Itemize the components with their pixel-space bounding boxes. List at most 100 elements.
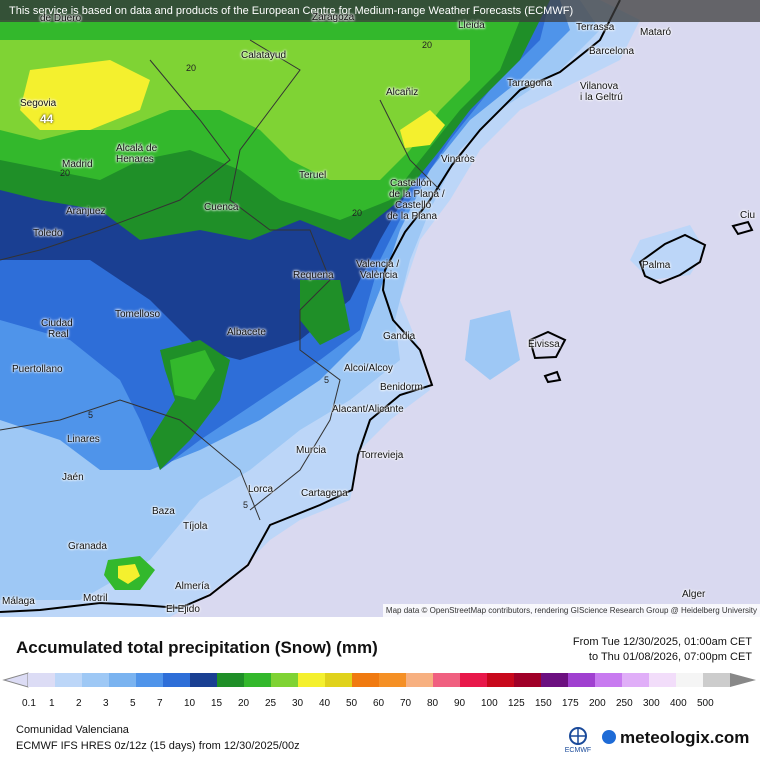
period-from: From Tue 12/30/2025, 01:00am CET <box>572 636 752 648</box>
scale-cell <box>460 673 488 687</box>
map-attribution: Map data © OpenStreetMap contributors, r… <box>382 604 760 617</box>
city-label: El Ejido <box>166 604 200 615</box>
scale-tick-label: 175 <box>562 698 579 709</box>
meteologix-brand[interactable]: meteologix.com <box>602 728 749 748</box>
city-label: Segovia <box>20 98 57 109</box>
ecmwf-logo: ECMWF <box>565 727 591 754</box>
isoline-label: 20 <box>186 63 197 73</box>
scale-tick-label: 15 <box>211 698 223 709</box>
scale-cell <box>514 673 542 687</box>
scale-tick-label: 250 <box>616 698 633 709</box>
city-label: Tomelloso <box>115 309 161 320</box>
city-label: Teruel <box>299 170 327 181</box>
city-label: Madrid <box>62 159 93 170</box>
color-scale <box>2 672 756 688</box>
scale-tick-label: 25 <box>265 698 277 709</box>
ecmwf-notice: This service is based on data and produc… <box>0 0 760 22</box>
city-label: Motril <box>83 593 108 604</box>
isoline-label: 20 <box>422 40 433 50</box>
scale-cell <box>406 673 434 687</box>
legend-title: Accumulated total precipitation (Snow) (… <box>16 638 378 657</box>
city-label: Benidorm <box>380 382 423 393</box>
region-name: Comunidad Valenciana <box>16 724 129 736</box>
scale-cell <box>82 673 110 687</box>
meteologix-logo-icon <box>602 730 616 744</box>
scale-arrow-right <box>730 673 756 687</box>
city-label: Cuenca <box>204 202 239 213</box>
scale-cell <box>595 673 623 687</box>
scale-cell <box>676 673 704 687</box>
scale-tick-label: 200 <box>589 698 606 709</box>
scale-tick-label: 2 <box>76 698 82 709</box>
city-label: Málaga <box>2 596 35 607</box>
scale-cell <box>28 673 56 687</box>
city-label: Baza <box>152 506 175 517</box>
city-label: Valencia / <box>356 259 400 270</box>
scale-cell <box>487 673 515 687</box>
scale-tick-label: 0.1 <box>22 698 36 709</box>
city-label: Eivissa <box>528 339 560 350</box>
city-label: Real <box>48 329 69 340</box>
model-info: ECMWF IFS HRES 0z/12z (15 days) from 12/… <box>16 740 300 752</box>
city-label: Torrevieja <box>360 450 404 461</box>
city-label: Almería <box>175 581 210 592</box>
isoline-label: 5 <box>88 410 94 420</box>
scale-cell <box>379 673 407 687</box>
city-label: Terrassa <box>576 22 615 33</box>
brand-text: meteologix.com <box>620 728 750 747</box>
city-label: València <box>360 270 398 281</box>
scale-tick-label: 1 <box>49 698 55 709</box>
city-label: Zaragoza <box>312 12 355 23</box>
scale-cell <box>433 673 461 687</box>
city-label: Lleida <box>458 20 485 31</box>
scale-cell <box>109 673 137 687</box>
city-label: Gandia <box>383 331 416 342</box>
city-label: Alger <box>682 589 706 600</box>
city-label: Puertollano <box>12 364 63 375</box>
city-label: Ciu <box>740 210 756 221</box>
precipitation-map[interactable]: This service is based on data and produc… <box>0 0 760 617</box>
city-label: Mataró <box>640 27 672 38</box>
city-label: Linares <box>67 434 100 445</box>
city-label: Lorca <box>248 484 274 495</box>
scale-tick-label: 90 <box>454 698 466 709</box>
city-label: i la Geltrú <box>580 92 623 103</box>
scale-cell <box>298 673 326 687</box>
scale-cell <box>541 673 569 687</box>
scale-tick-label: 500 <box>697 698 714 709</box>
scale-cell <box>244 673 272 687</box>
isoline-label: 5 <box>324 375 330 385</box>
ecmwf-logo-text: ECMWF <box>565 747 591 754</box>
scale-cell <box>271 673 299 687</box>
scale-cell <box>163 673 191 687</box>
scale-tick-label: 40 <box>319 698 331 709</box>
city-label: Requena <box>293 270 334 281</box>
city-label: Aranjuez <box>66 206 106 217</box>
city-label: Vilanova <box>580 81 619 92</box>
city-label: Alcañiz <box>386 87 419 98</box>
city-label: Barcelona <box>589 46 635 57</box>
city-label: Toledo <box>33 228 63 239</box>
city-label: de la Plana / <box>389 189 445 200</box>
scale-tick-label: 80 <box>427 698 439 709</box>
city-label: Jaén <box>62 472 84 483</box>
scale-cell <box>136 673 164 687</box>
city-label: Vinaròs <box>441 154 475 165</box>
city-label: Tarragona <box>507 78 553 89</box>
scale-tick-label: 7 <box>157 698 163 709</box>
city-label: Henares <box>116 154 154 165</box>
period-to: to Thu 01/08/2026, 07:00pm CET <box>588 651 752 663</box>
scale-tick-label: 30 <box>292 698 304 709</box>
city-label: Palma <box>642 260 671 271</box>
scale-cell <box>325 673 353 687</box>
city-label: Alcalá de <box>116 143 158 154</box>
city-label: Murcia <box>296 445 327 456</box>
scale-tick-label: 5 <box>130 698 136 709</box>
map-fields <box>0 0 754 617</box>
scale-cell <box>568 673 596 687</box>
scale-tick-label: 100 <box>481 698 498 709</box>
scale-cell <box>55 673 83 687</box>
scale-tick-label: 400 <box>670 698 687 709</box>
scale-tick-label: 300 <box>643 698 660 709</box>
scale-tick-label: 125 <box>508 698 525 709</box>
